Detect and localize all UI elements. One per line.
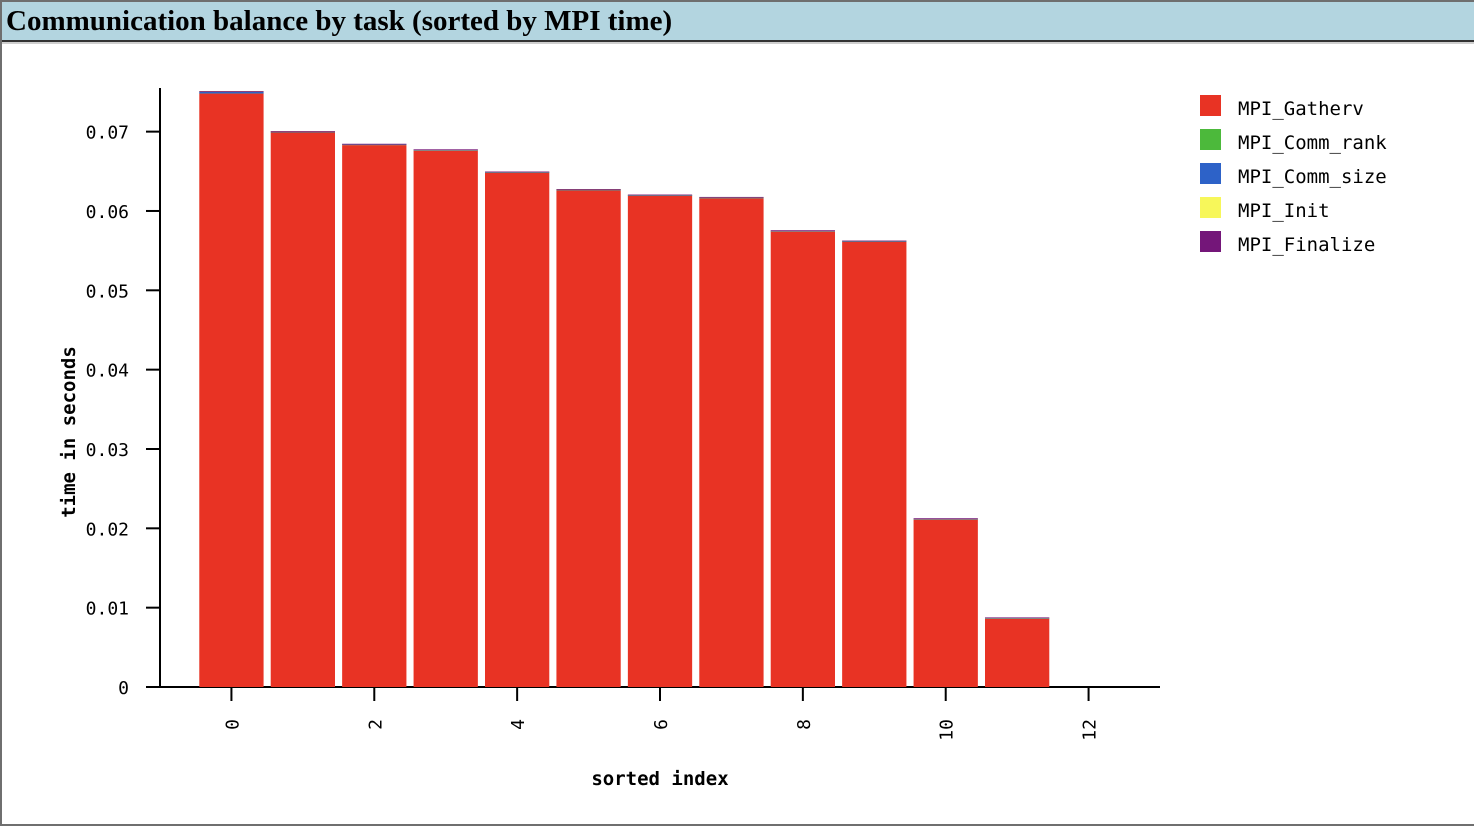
bar-MPI_Comm_size-0 <box>199 91 264 94</box>
bar-MPI_Finalize-4 <box>485 171 550 173</box>
bar-MPI_Comm_size-1 <box>270 131 335 133</box>
legend-swatch-MPI_Comm_rank <box>1200 129 1221 150</box>
legend-swatch-MPI_Comm_size <box>1200 163 1221 184</box>
bar-MPI_Comm_size-6 <box>627 195 693 196</box>
legend-label-MPI_Finalize: MPI_Finalize <box>1238 234 1375 256</box>
x-tick-label: 0 <box>222 719 243 730</box>
bar-MPI_Gatherv-6 <box>627 195 693 687</box>
title-divider <box>2 42 1474 44</box>
legend-label-MPI_Comm_rank: MPI_Comm_rank <box>1238 132 1387 154</box>
y-tick-label: 0.02 <box>86 519 129 540</box>
bar-MPI_Finalize-11 <box>985 617 1050 619</box>
bar-MPI_Finalize-9 <box>842 240 907 242</box>
stacked-bar-chart: 0 0.01 0.02 0.03 0.04 0.05 0.06 0.07 0 2 4 6 8 10 12 M… <box>58 88 1387 790</box>
y-tick-label: 0.03 <box>86 440 129 461</box>
legend-swatch-MPI_Gatherv <box>1200 95 1221 116</box>
x-tick-label: 2 <box>365 719 386 730</box>
y-tick-label: 0.07 <box>86 123 129 144</box>
bar-MPI_Finalize-6 <box>627 194 693 196</box>
y-tick-label: 0.01 <box>86 599 129 620</box>
bar-MPI_Finalize-7 <box>699 196 764 198</box>
panel-title-bar: Communication balance by task (sorted by… <box>2 2 1474 42</box>
bar-MPI_Gatherv-4 <box>485 172 550 687</box>
bar-MPI_Gatherv-5 <box>556 190 621 687</box>
x-tick-label: 8 <box>794 719 815 730</box>
bar-MPI_Finalize-0 <box>199 91 264 92</box>
bar-MPI_Gatherv-7 <box>699 198 764 687</box>
bar-MPI_Comm_size-9 <box>842 241 907 242</box>
legend-swatch-MPI_Finalize <box>1200 231 1221 252</box>
bar-MPI_Gatherv-0 <box>199 93 264 688</box>
bar-MPI_Finalize-1 <box>270 131 335 132</box>
chart-legend: MPI_Gatherv MPI_Comm_rank MPI_Comm_size MPI… <box>1200 95 1387 256</box>
bar-MPI_Gatherv-1 <box>270 132 335 687</box>
y-tick-label: 0 <box>118 678 129 699</box>
bar-MPI_Comm_size-10 <box>913 518 978 520</box>
y-tick-label: 0.05 <box>86 281 129 302</box>
legend-swatch-MPI_Init <box>1200 197 1221 218</box>
legend-label-MPI_Init: MPI_Init <box>1238 200 1330 222</box>
x-tick-label: 4 <box>508 719 529 730</box>
legend-label-MPI_Comm_size: MPI_Comm_size <box>1238 166 1387 188</box>
bar-MPI_Finalize-8 <box>770 230 835 232</box>
chart-bars <box>199 91 1050 688</box>
bar-MPI_Gatherv-8 <box>770 231 835 687</box>
y-axis-label: time in seconds <box>58 346 80 518</box>
bar-MPI_Gatherv-2 <box>342 145 407 687</box>
bar-MPI_Gatherv-9 <box>842 241 907 688</box>
chart-ticks: 0 0.01 0.02 0.03 0.04 0.05 0.06 0.07 0 2 4 6 8 10 12 <box>86 123 1101 741</box>
bar-MPI_Comm_size-11 <box>985 618 1050 619</box>
bar-MPI_Comm_size-4 <box>485 172 550 173</box>
bar-MPI_Gatherv-11 <box>985 618 1050 687</box>
bar-MPI_Comm_size-5 <box>556 189 621 191</box>
bar-MPI_Finalize-2 <box>342 143 407 145</box>
bar-MPI_Comm_size-8 <box>770 230 835 232</box>
x-tick-label: 12 <box>1080 719 1101 741</box>
bar-MPI_Comm_size-3 <box>413 150 478 151</box>
bar-MPI_Comm_size-7 <box>699 197 764 199</box>
bar-MPI_Finalize-10 <box>913 518 978 520</box>
y-tick-label: 0.06 <box>86 202 129 223</box>
x-axis-label: sorted index <box>591 768 728 790</box>
legend-label-MPI_Gatherv: MPI_Gatherv <box>1238 98 1364 120</box>
bar-MPI_Finalize-3 <box>413 149 478 151</box>
panel-title: Communication balance by task (sorted by… <box>6 5 673 37</box>
bar-MPI_Gatherv-3 <box>413 150 478 687</box>
y-tick-label: 0.04 <box>86 361 129 382</box>
bar-MPI_Comm_size-2 <box>342 144 407 146</box>
x-tick-label: 6 <box>651 719 672 730</box>
x-tick-label: 10 <box>937 719 958 741</box>
bar-MPI_Finalize-5 <box>556 189 621 190</box>
bar-MPI_Gatherv-10 <box>913 519 978 687</box>
